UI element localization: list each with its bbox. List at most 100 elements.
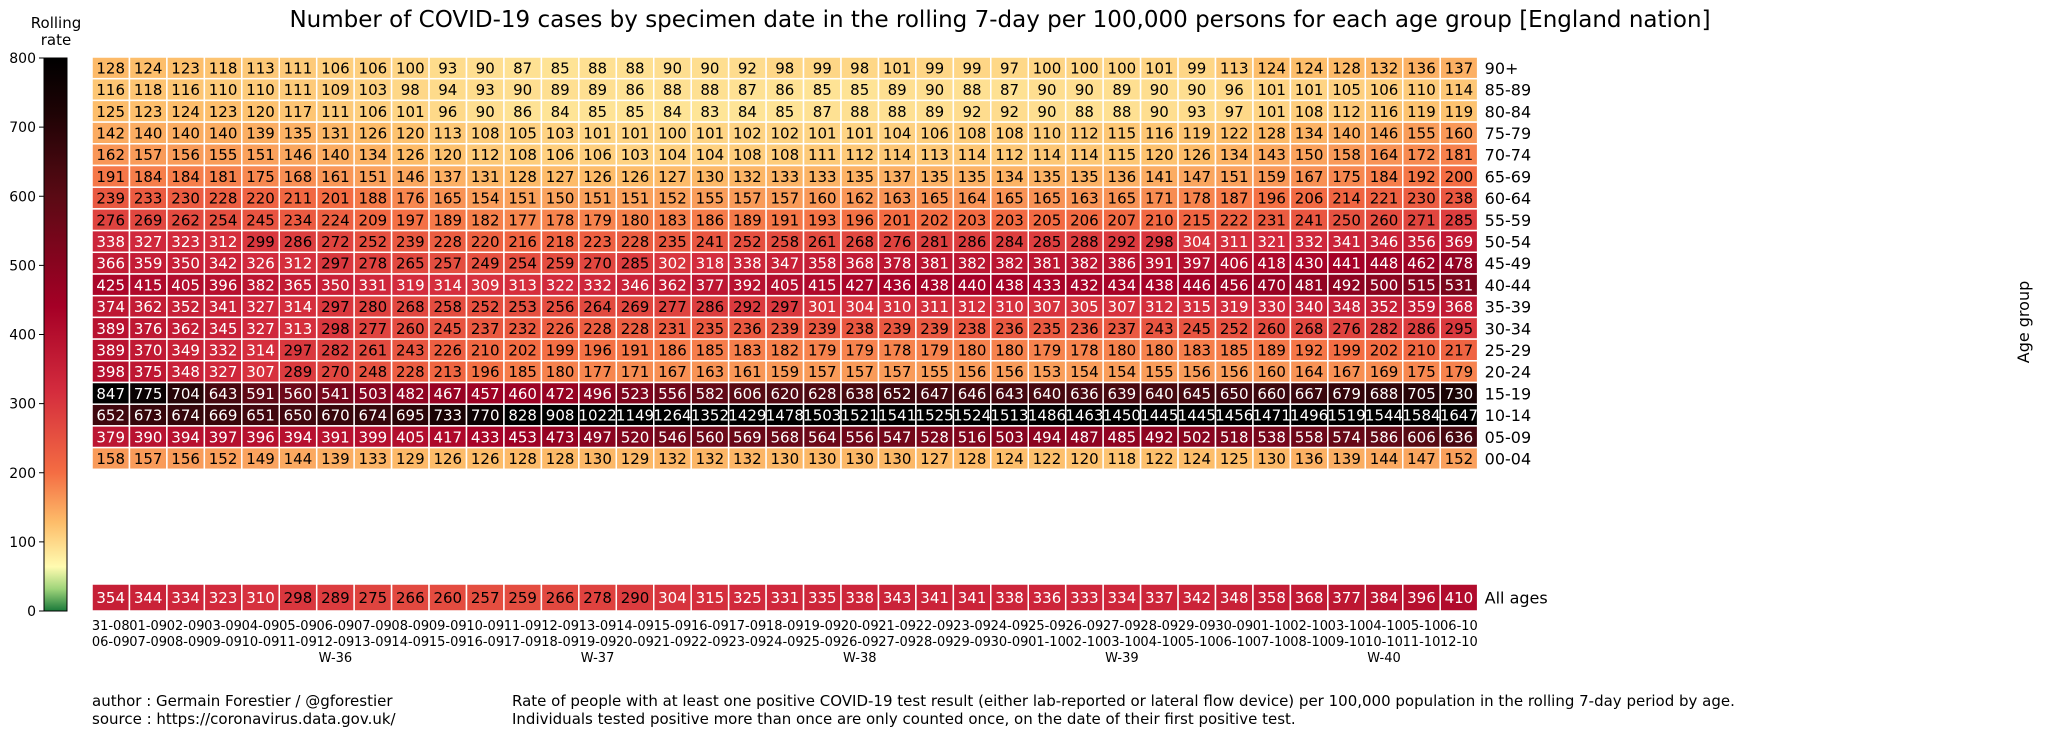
all-ages-cell-label: 396: [1407, 589, 1436, 607]
row-label: 85-89: [1485, 81, 1532, 100]
heatmap-cell-label: 252: [359, 233, 388, 251]
heatmap-cell-label: 307: [1108, 298, 1137, 316]
heatmap-cell-label: 319: [396, 276, 425, 294]
heatmap-cell-label: 196: [583, 341, 612, 359]
heatmap-cell-label: 462: [1407, 255, 1436, 273]
heatmap-cell-label: 230: [1407, 190, 1436, 208]
heatmap-cell-label: 379: [96, 428, 125, 446]
heatmap-cell-label: 113: [920, 146, 949, 164]
heatmap-cell-label: 199: [546, 341, 575, 359]
heatmap-cell-label: 178: [1070, 341, 1099, 359]
heatmap-cell-label: 438: [995, 276, 1024, 294]
heatmap-cell-label: 132: [1370, 59, 1399, 77]
heatmap-cell-label: 163: [1070, 190, 1099, 208]
heatmap-cell-label: 434: [1108, 276, 1137, 294]
heatmap-cell-label: 606: [733, 385, 762, 403]
heatmap-cell-label: 85: [813, 81, 832, 99]
heatmap-cell-label: 178: [1182, 190, 1211, 208]
all-ages-cell-label: 315: [696, 589, 725, 607]
heatmap-cell-label: 155: [1407, 124, 1436, 142]
heatmap-cell-label: 104: [696, 146, 725, 164]
all-ages-cell: [990, 583, 1029, 612]
heatmap-cell-label: 133: [359, 450, 388, 468]
heatmap-cell-label: 85: [588, 103, 607, 121]
heatmap-cell-label: 189: [1257, 341, 1286, 359]
heatmap-cell-label: 158: [1332, 146, 1361, 164]
heatmap-cell-label: 164: [958, 190, 987, 208]
heatmap-cell-label: 304: [845, 298, 874, 316]
heatmap-cell-label: 516: [958, 428, 987, 446]
heatmap-cell-label: 84: [738, 103, 757, 121]
all-ages-cell-label: 310: [246, 589, 275, 607]
all-ages-cell-label: 338: [995, 589, 1024, 607]
heatmap-cell-label: 1496: [1290, 407, 1328, 425]
all-ages-cell-label: 344: [134, 589, 163, 607]
heatmap-cell-label: 141: [1145, 168, 1174, 186]
heatmap-cell-label: 243: [1145, 320, 1174, 338]
heatmap-cell-label: 286: [284, 233, 313, 251]
heatmap-cell-label: 286: [696, 298, 725, 316]
heatmap-cell-label: 327: [134, 233, 163, 251]
heatmap-cell-label: 188: [359, 190, 388, 208]
heatmap-cell-label: 116: [96, 81, 125, 99]
column-label: 12-09: [317, 635, 355, 650]
heatmap-cell-label: 1584: [1402, 407, 1440, 425]
all-ages-cell: [802, 583, 842, 612]
heatmap-cell-label: 135: [284, 124, 313, 142]
heatmap-cell-label: 120: [1070, 450, 1099, 468]
heatmap-cell-label: 101: [1145, 59, 1174, 77]
heatmap-cell-label: 113: [433, 124, 462, 142]
heatmap-cell-label: 165: [1033, 190, 1062, 208]
heatmap-cell-label: 184: [134, 168, 163, 186]
heatmap-cell-label: 196: [471, 363, 500, 381]
heatmap-cell-label: 101: [808, 124, 837, 142]
heatmap-cell-label: 150: [1295, 146, 1324, 164]
all-ages-cell: [1252, 583, 1292, 612]
heatmap-cell-label: 134: [1220, 146, 1249, 164]
heatmap-cell-label: 114: [1033, 146, 1062, 164]
heatmap-cell-label: 218: [546, 233, 575, 251]
column-label: 07-09: [354, 619, 392, 634]
heatmap-cell-label: 128: [546, 450, 575, 468]
heatmap-cell-label: 123: [134, 103, 163, 121]
column-label: 22-09: [691, 635, 729, 650]
heatmap-cell-label: 307: [246, 363, 275, 381]
column-label: 11-09: [504, 619, 542, 634]
heatmap-cell-label: 180: [546, 363, 575, 381]
column-label: 26-09: [1066, 619, 1104, 634]
heatmap-cell-label: 318: [696, 255, 725, 273]
heatmap-cell-label: 312: [209, 233, 238, 251]
footer-note-line1: Rate of people with at least one positiv…: [512, 692, 1735, 710]
column-label: 03-10: [1328, 619, 1366, 634]
heatmap-cell-label: 268: [396, 298, 425, 316]
heatmap-cell-label: 161: [733, 363, 762, 381]
heatmap-cell-label: 277: [658, 298, 687, 316]
heatmap-cell-label: 114: [883, 146, 912, 164]
column-label: 08-10: [1290, 635, 1328, 650]
heatmap-cell-label: 441: [1332, 255, 1361, 273]
heatmap-cell-label: 129: [396, 450, 425, 468]
heatmap-cell-label: 338: [733, 255, 762, 273]
heatmap-cell-label: 128: [958, 450, 987, 468]
heatmap-cell-label: 276: [1332, 320, 1361, 338]
column-label: 06-10: [1440, 619, 1478, 634]
all-ages-cell-label: 334: [171, 589, 200, 607]
heatmap-cell-label: 132: [733, 168, 762, 186]
heatmap-cell-label: 652: [883, 385, 912, 403]
heatmap-cell-label: 146: [1370, 124, 1399, 142]
heatmap-cell-label: 153: [1033, 363, 1062, 381]
heatmap-cell-label: 289: [284, 363, 313, 381]
row-label: 90+: [1485, 59, 1519, 78]
heatmap-cell-label: 110: [1407, 81, 1436, 99]
heatmap-cell-label: 85: [775, 103, 794, 121]
heatmap-cell-label: 151: [1220, 168, 1249, 186]
column-label: 31-08: [92, 619, 130, 634]
all-ages-cell-label: 304: [658, 589, 687, 607]
row-label: 70-74: [1485, 146, 1532, 165]
heatmap-cell-label: 98: [401, 81, 420, 99]
heatmap-cell-label: 346: [1370, 233, 1399, 251]
heatmap-cell-label: 238: [1445, 190, 1474, 208]
heatmap-cell-label: 382: [958, 255, 987, 273]
heatmap-cell-label: 628: [808, 385, 837, 403]
